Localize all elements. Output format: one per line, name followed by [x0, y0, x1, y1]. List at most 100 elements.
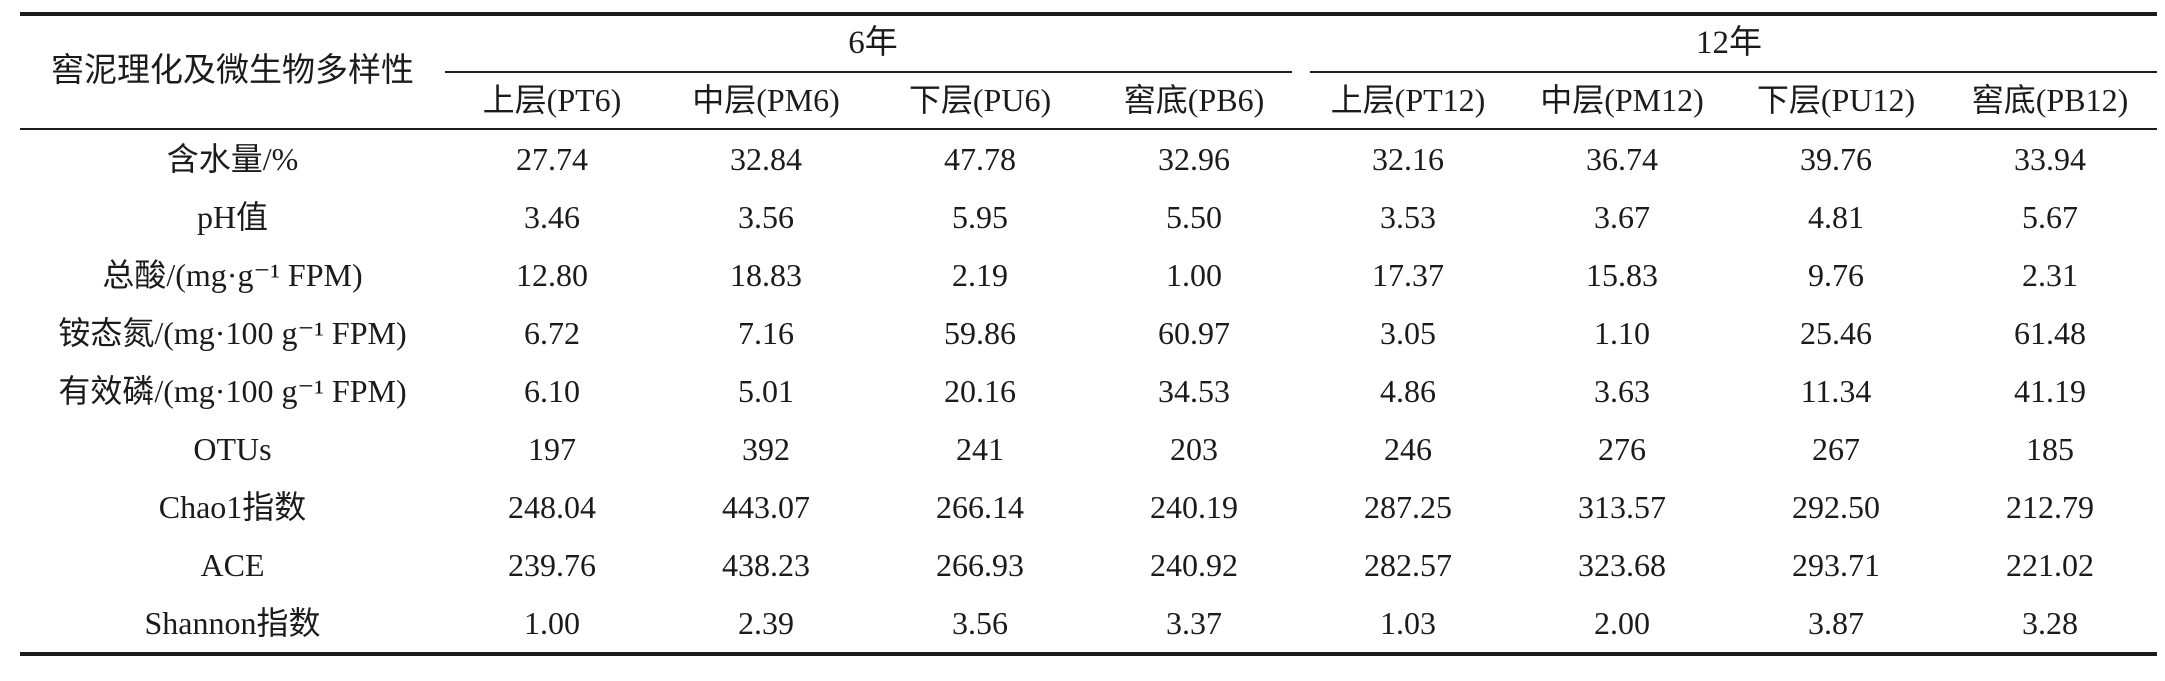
cell-value: 20.16: [944, 372, 1016, 409]
cell-value: 5.67: [2022, 198, 2078, 235]
cell-value: 266.93: [936, 546, 1024, 583]
cell-value: 287.25: [1364, 488, 1452, 525]
cell-value: 266.14: [936, 488, 1024, 525]
cell-value: 241: [956, 430, 1004, 467]
group-header-row: 窖泥理化及微生物多样性 6年 12年: [20, 14, 2157, 130]
row-label: OTUs: [193, 430, 272, 467]
cell-value: 282.57: [1364, 546, 1452, 583]
cell-value: 292.50: [1792, 488, 1880, 525]
cell-value: 9.76: [1808, 256, 1864, 293]
cell-value: 32.84: [730, 140, 802, 177]
cell-value: 246: [1384, 430, 1432, 467]
cell-value: 203: [1170, 430, 1218, 467]
table-row: OTUs 197 392 241 203 246 276 267 185: [20, 420, 2157, 478]
cell-value: 3.05: [1380, 314, 1436, 351]
column-header-2: 下层(PU6): [873, 72, 1087, 130]
cell-value: 3.56: [738, 198, 794, 235]
group-header-6yr: 6年: [445, 14, 1301, 72]
cell-value: 15.83: [1586, 256, 1658, 293]
cell-value: 2.31: [2022, 256, 2078, 293]
cell-value: 5.50: [1166, 198, 1222, 235]
cell-value: 197: [528, 430, 576, 467]
cell-value: 36.74: [1586, 140, 1658, 177]
cell-value: 248.04: [508, 488, 596, 525]
group-header-12yr: 12年: [1301, 14, 2157, 72]
cell-value: 7.16: [738, 314, 794, 351]
pit-mud-properties-table: 窖泥理化及微生物多样性 6年 12年 上层(PT6) 中层(PM6) 下层(PU6)…: [20, 12, 2157, 656]
table-body: 含水量/% 27.74 32.84 47.78 32.96 32.16 36.74 39.76…: [20, 129, 2157, 654]
column-header-3: 窖底(PB6): [1087, 72, 1301, 130]
cell-value: 3.67: [1594, 198, 1650, 235]
cell-value: 47.78: [944, 140, 1016, 177]
cell-value: 239.76: [508, 546, 596, 583]
cell-value: 6.72: [524, 314, 580, 351]
cell-value: 267: [1812, 430, 1860, 467]
column-header-1: 中层(PM6): [659, 72, 873, 130]
cell-value: 1.10: [1594, 314, 1650, 351]
table-row: 含水量/% 27.74 32.84 47.78 32.96 32.16 36.74 39.76…: [20, 129, 2157, 188]
table-header: 窖泥理化及微生物多样性 6年 12年 上层(PT6) 中层(PM6) 下层(PU6)…: [20, 14, 2157, 130]
cell-value: 293.71: [1792, 546, 1880, 583]
column-header-0: 上层(PT6): [445, 72, 659, 130]
cell-value: 25.46: [1800, 314, 1872, 351]
cell-value: 323.68: [1578, 546, 1666, 583]
row-label: 总酸/(mg·g⁻¹ FPM): [102, 256, 363, 293]
row-label: Shannon指数: [144, 604, 321, 641]
row-label: Chao1指数: [158, 488, 307, 525]
cell-value: 443.07: [722, 488, 810, 525]
cell-value: 1.00: [1166, 256, 1222, 293]
cell-value: 32.16: [1372, 140, 1444, 177]
cell-value: 12.80: [516, 256, 588, 293]
cell-value: 276: [1598, 430, 1646, 467]
cell-value: 1.00: [524, 604, 580, 641]
cell-value: 240.92: [1150, 546, 1238, 583]
table-row: 铵态氮/(mg·100 g⁻¹ FPM) 6.72 7.16 59.86 60.97 3.…: [20, 304, 2157, 362]
cell-value: 2.19: [952, 256, 1008, 293]
cell-value: 3.28: [2022, 604, 2078, 641]
cell-value: 18.83: [730, 256, 802, 293]
cell-value: 3.37: [1166, 604, 1222, 641]
cell-value: 3.46: [524, 198, 580, 235]
cell-value: 438.23: [722, 546, 810, 583]
cell-value: 27.74: [516, 140, 588, 177]
cell-value: 59.86: [944, 314, 1016, 351]
cell-value: 17.37: [1372, 256, 1444, 293]
cell-value: 39.76: [1800, 140, 1872, 177]
cell-value: 313.57: [1578, 488, 1666, 525]
cell-value: 5.01: [738, 372, 794, 409]
cell-value: 4.81: [1808, 198, 1864, 235]
cell-value: 3.56: [952, 604, 1008, 641]
cell-value: 212.79: [2006, 488, 2094, 525]
table-row: Shannon指数 1.00 2.39 3.56 3.37 1.03 2.00 3.87 3.2…: [20, 594, 2157, 654]
table-row: 总酸/(mg·g⁻¹ FPM) 12.80 18.83 2.19 1.00 17.37 15…: [20, 246, 2157, 304]
cell-value: 61.48: [2014, 314, 2086, 351]
cell-value: 2.00: [1594, 604, 1650, 641]
cell-value: 2.39: [738, 604, 794, 641]
cell-value: 240.19: [1150, 488, 1238, 525]
cell-value: 34.53: [1158, 372, 1230, 409]
cell-value: 3.53: [1380, 198, 1436, 235]
cell-value: 1.03: [1380, 604, 1436, 641]
row-label: 含水量/%: [166, 140, 299, 177]
cell-value: 392: [742, 430, 790, 467]
cell-value: 60.97: [1158, 314, 1230, 351]
column-header-4: 上层(PT12): [1301, 72, 1515, 130]
row-label: ACE: [200, 546, 265, 583]
row-header-title: 窖泥理化及微生物多样性: [20, 14, 445, 130]
table-row: Chao1指数 248.04 443.07 266.14 240.19 287.25 313…: [20, 478, 2157, 536]
column-header-row: 上层(PT6) 中层(PM6) 下层(PU6) 窖底(PB6) 上层(PT12) 中层(P…: [20, 72, 2157, 130]
table-row: pH值 3.46 3.56 5.95 5.50 3.53 3.67 4.81 5.67: [20, 188, 2157, 246]
table-row: ACE 239.76 438.23 266.93 240.92 282.57 323.68 2…: [20, 536, 2157, 594]
column-header-6: 下层(PU12): [1729, 72, 1943, 130]
cell-value: 41.19: [2014, 372, 2086, 409]
cell-value: 6.10: [524, 372, 580, 409]
cell-value: 11.34: [1800, 372, 1872, 409]
column-header-5: 中层(PM12): [1515, 72, 1729, 130]
row-label: 有效磷/(mg·100 g⁻¹ FPM): [58, 372, 407, 409]
row-label: 铵态氮/(mg·100 g⁻¹ FPM): [58, 314, 407, 351]
cell-value: 32.96: [1158, 140, 1230, 177]
cell-value: 3.87: [1808, 604, 1864, 641]
cell-value: 3.63: [1594, 372, 1650, 409]
cell-value: 185: [2026, 430, 2074, 467]
table-row: 有效磷/(mg·100 g⁻¹ FPM) 6.10 5.01 20.16 34.53 4.…: [20, 362, 2157, 420]
